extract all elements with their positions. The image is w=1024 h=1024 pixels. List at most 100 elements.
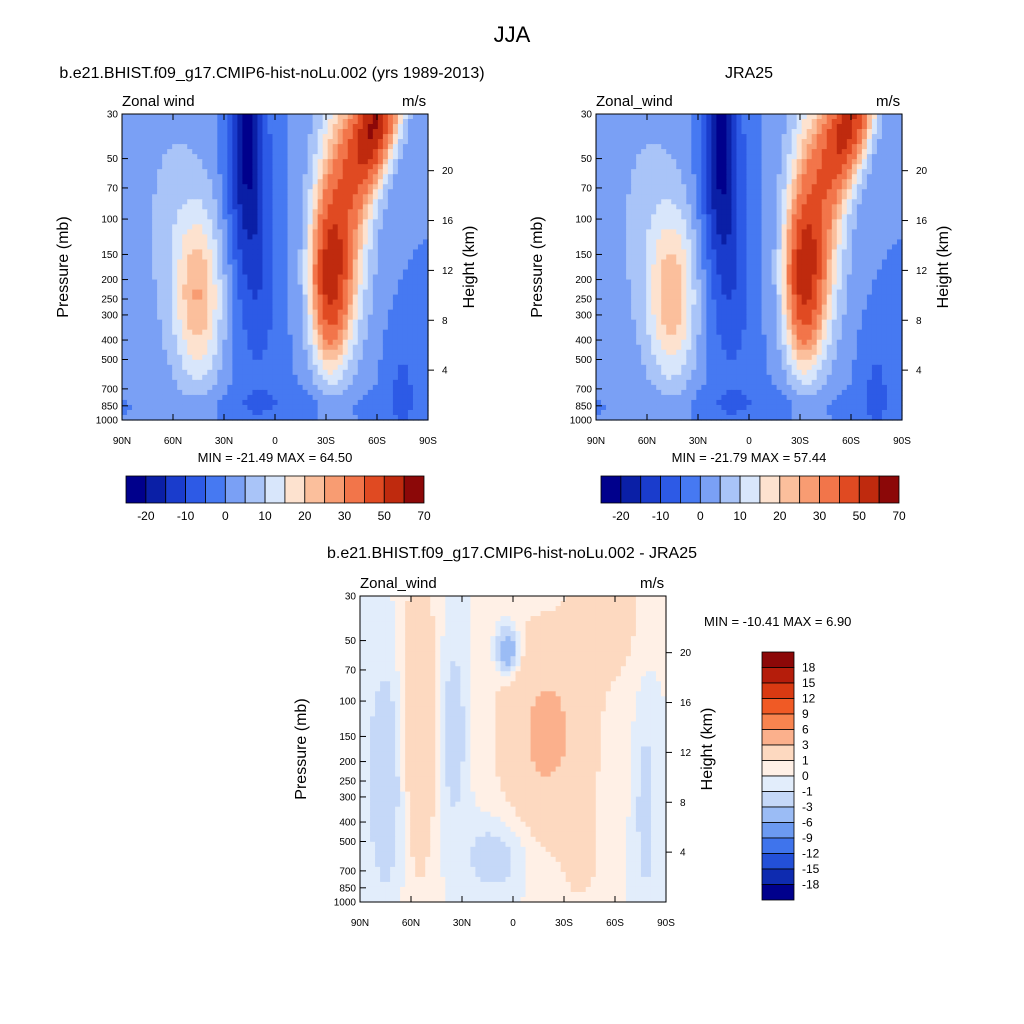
field-cell bbox=[222, 334, 228, 341]
field-cell bbox=[746, 159, 753, 165]
field-cell bbox=[162, 194, 168, 200]
field-cell bbox=[417, 149, 424, 155]
field-cell bbox=[761, 124, 768, 130]
field-cell bbox=[726, 174, 733, 180]
field-cell bbox=[262, 279, 269, 286]
field-cell bbox=[412, 299, 419, 306]
field-cell bbox=[861, 174, 868, 180]
field-cell bbox=[167, 254, 173, 261]
field-cell bbox=[152, 324, 158, 331]
field-cell bbox=[337, 334, 344, 341]
field-cell bbox=[786, 174, 793, 180]
field-cell bbox=[277, 119, 284, 125]
field-cell bbox=[237, 284, 243, 291]
field-cell bbox=[272, 199, 279, 205]
field-cell bbox=[122, 304, 128, 311]
field-cell bbox=[147, 319, 153, 326]
field-cell bbox=[387, 194, 394, 200]
field-cell bbox=[197, 399, 203, 406]
field-cell bbox=[182, 144, 188, 150]
field-cell bbox=[272, 304, 279, 311]
field-cell bbox=[172, 404, 178, 411]
field-cell bbox=[377, 144, 384, 150]
field-cell bbox=[227, 244, 233, 251]
field-cell bbox=[387, 304, 394, 311]
field-cell bbox=[796, 114, 803, 120]
field-cell bbox=[751, 149, 758, 155]
field-cell bbox=[367, 319, 374, 326]
field-cell bbox=[282, 174, 289, 180]
field-cell bbox=[327, 339, 334, 346]
field-cell bbox=[626, 114, 632, 120]
field-cell bbox=[262, 224, 269, 230]
field-cell bbox=[227, 124, 233, 130]
field-cell bbox=[342, 169, 349, 175]
field-cell bbox=[651, 144, 657, 150]
field-cell bbox=[312, 204, 319, 210]
field-cell bbox=[382, 294, 389, 301]
field-cell bbox=[656, 189, 662, 195]
field-cell bbox=[811, 144, 818, 150]
field-cell bbox=[846, 119, 853, 125]
field-cell bbox=[277, 369, 284, 376]
field-cell bbox=[317, 219, 324, 225]
field-cell bbox=[137, 119, 143, 125]
field-cell bbox=[262, 184, 269, 190]
field-cell bbox=[152, 369, 158, 376]
field-cell bbox=[182, 384, 188, 391]
field-cell bbox=[127, 319, 133, 326]
field-cell bbox=[277, 274, 284, 281]
field-cell bbox=[167, 239, 173, 246]
field-cell bbox=[122, 289, 128, 296]
field-cell bbox=[691, 119, 697, 125]
field-cell bbox=[397, 244, 404, 251]
field-cell bbox=[357, 294, 364, 301]
field-cell bbox=[157, 284, 163, 291]
field-cell bbox=[197, 319, 203, 326]
field-cell bbox=[282, 254, 289, 261]
field-cell bbox=[157, 149, 163, 155]
field-cell bbox=[377, 274, 384, 281]
field-cell bbox=[122, 414, 128, 421]
field-cell bbox=[357, 114, 364, 120]
field-cell bbox=[302, 379, 309, 386]
field-cell bbox=[232, 389, 238, 396]
field-cell bbox=[596, 164, 602, 170]
field-cell bbox=[277, 354, 284, 361]
field-cell bbox=[292, 164, 299, 170]
field-cell bbox=[157, 139, 163, 145]
field-cell bbox=[786, 139, 793, 145]
field-cell bbox=[362, 139, 369, 145]
field-cell bbox=[227, 379, 233, 386]
field-cell bbox=[302, 119, 309, 125]
field-cell bbox=[227, 129, 233, 135]
field-cell bbox=[307, 314, 314, 321]
field-cell bbox=[322, 219, 329, 225]
field-cell bbox=[127, 124, 133, 130]
field-cell bbox=[861, 204, 868, 210]
field-cell bbox=[172, 414, 178, 421]
field-cell bbox=[646, 209, 652, 215]
field-cell bbox=[801, 114, 808, 120]
field-cell bbox=[167, 144, 173, 150]
field-cell bbox=[282, 344, 289, 351]
field-cell bbox=[811, 154, 818, 160]
min-max-label: MIN = -21.49 MAX = 64.50 bbox=[198, 450, 353, 465]
field-cell bbox=[267, 119, 274, 125]
field-cell bbox=[606, 134, 612, 140]
field-cell bbox=[636, 209, 642, 215]
field-cell bbox=[686, 169, 692, 175]
field-cell bbox=[846, 169, 853, 175]
field-cell bbox=[122, 269, 128, 276]
field-cell bbox=[417, 349, 424, 356]
field-cell bbox=[676, 144, 682, 150]
field-cell bbox=[616, 139, 622, 145]
field-cell bbox=[741, 169, 748, 175]
field-cell bbox=[247, 359, 254, 366]
field-cell bbox=[312, 409, 319, 416]
field-cell bbox=[382, 304, 389, 311]
field-cell bbox=[601, 124, 607, 130]
field-cell bbox=[636, 139, 642, 145]
field-cell bbox=[771, 199, 778, 205]
field-cell bbox=[217, 394, 223, 401]
